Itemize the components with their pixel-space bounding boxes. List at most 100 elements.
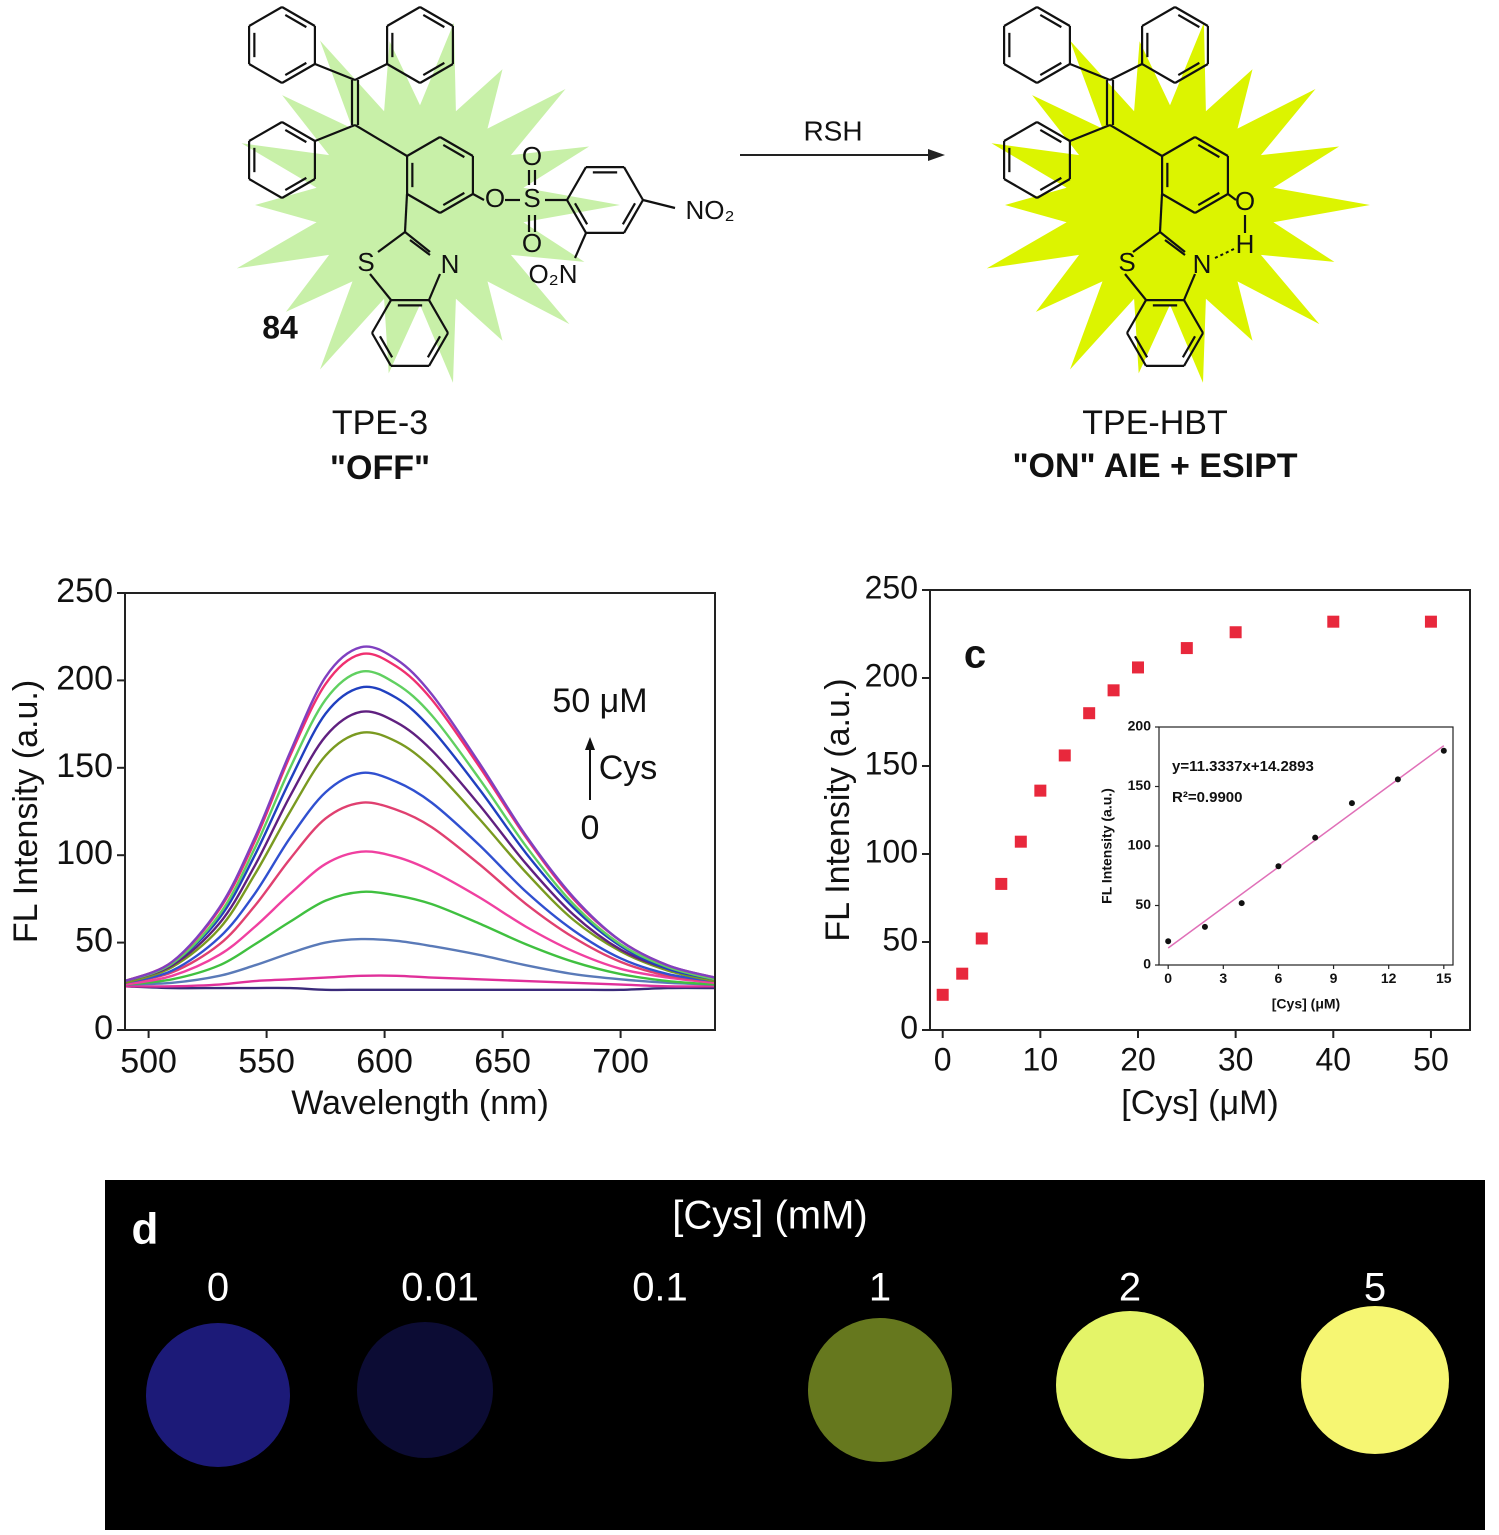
bond [1181,335,1196,358]
y-tick-label: 0 [900,1009,918,1045]
bond [422,61,445,76]
y-tick-label: 250 [865,569,918,605]
y-tick-label: 200 [1128,718,1152,734]
charts: 500 550 600 650 700050100150200250Wavelength… [7,569,1471,1122]
data-point [1238,900,1245,907]
bond [406,136,441,157]
spectrum-line [124,669,716,983]
bond [1003,6,1038,27]
bond [428,332,449,367]
x-tick-label: 650 [474,1042,531,1080]
x-tick-label: 50 [1413,1041,1449,1077]
bond [422,14,445,29]
plot-frame [1158,726,1454,966]
spectrum-line [124,974,716,988]
y-tick-label: 150 [865,745,918,781]
x-tick-label: 700 [592,1042,649,1080]
bond [1197,144,1220,159]
bond [371,332,392,367]
data-point [975,932,988,945]
bond [1183,332,1204,367]
x-axis-label: [Cys] (μM) [1121,1084,1278,1122]
atom-label: O [1235,186,1255,216]
bond [379,335,394,358]
plot-frame [929,589,1471,1031]
bond [1003,121,1038,142]
bond [1069,123,1111,143]
bond [1126,332,1147,367]
atom-label: S [357,247,374,277]
sample-spot [1301,1306,1449,1454]
x-tick-label: 6 [1275,970,1283,986]
reagent: RSH [803,115,862,146]
y-axis-label: FL Intensity (a.u.) [1099,788,1115,904]
bond [248,121,283,142]
bond [1039,14,1062,29]
bond [566,166,587,201]
bond [1036,6,1071,27]
annotation: Cys [599,749,658,787]
bond [574,202,589,225]
bond [1174,6,1209,27]
y-tick-label: 0 [1143,956,1151,972]
annotation: 50 μM [552,682,647,720]
bond [1194,193,1229,214]
bond [406,193,441,214]
bond [314,62,356,82]
x-tick-label: 10 [1023,1041,1059,1077]
bond [377,231,406,253]
annotation: R²=0.9900 [1172,789,1242,806]
x-tick-label: 9 [1330,970,1338,986]
bond [404,231,431,253]
bond [1132,231,1161,253]
x-tick-label: 0 [934,1041,952,1077]
atom-label: NO₂ [685,195,734,225]
bond [281,63,316,84]
product-name: TPE-HBT [1082,404,1227,442]
data-point [1348,800,1355,807]
spectrum-line [124,771,716,984]
x-tick-label: 550 [238,1042,295,1080]
x-tick-label: 0 [1164,970,1172,986]
photo-title: [Cys] (mM) [672,1194,868,1238]
bond [354,63,388,81]
data-point [995,877,1008,890]
bond [428,299,449,334]
atom-label: N [441,249,460,279]
sample-label: 0.1 [632,1266,688,1310]
bond [1183,299,1204,334]
bond [1197,191,1220,206]
y-tick-label: 200 [56,659,113,697]
spectrum-line [124,890,716,986]
x-tick-label: 20 [1120,1041,1156,1077]
y-tick-label: 50 [75,922,113,960]
y-axis-label: FL Intensity (a.u.) [7,680,45,943]
bond [472,193,485,201]
x-axis-label: [Cys] (μM) [1272,996,1340,1012]
data-point [1275,863,1282,870]
data-point [1083,707,1096,720]
sample-label: 1 [869,1266,891,1310]
annotation-arrow-head [585,737,595,750]
sample-spot [146,1323,290,1467]
bond [1036,121,1071,142]
atom-label: N [1193,249,1212,279]
sample-spot [602,1322,738,1458]
bond [621,202,636,225]
product-state: "ON" AIE + ESIPT [1012,447,1297,485]
bond [439,193,474,214]
bond [566,199,587,234]
data-point [1424,615,1437,628]
x-tick-label: 40 [1315,1041,1351,1077]
bond [284,176,307,191]
photo-samples: 0 0.01 0.1 1 2 5 [146,1266,1449,1467]
data-point [1131,661,1144,674]
bond [409,239,431,256]
glow-star [236,22,621,383]
y-tick-label: 150 [56,747,113,785]
x-tick-label: 500 [120,1042,177,1080]
data-point [1180,642,1193,655]
bond [1109,124,1163,157]
